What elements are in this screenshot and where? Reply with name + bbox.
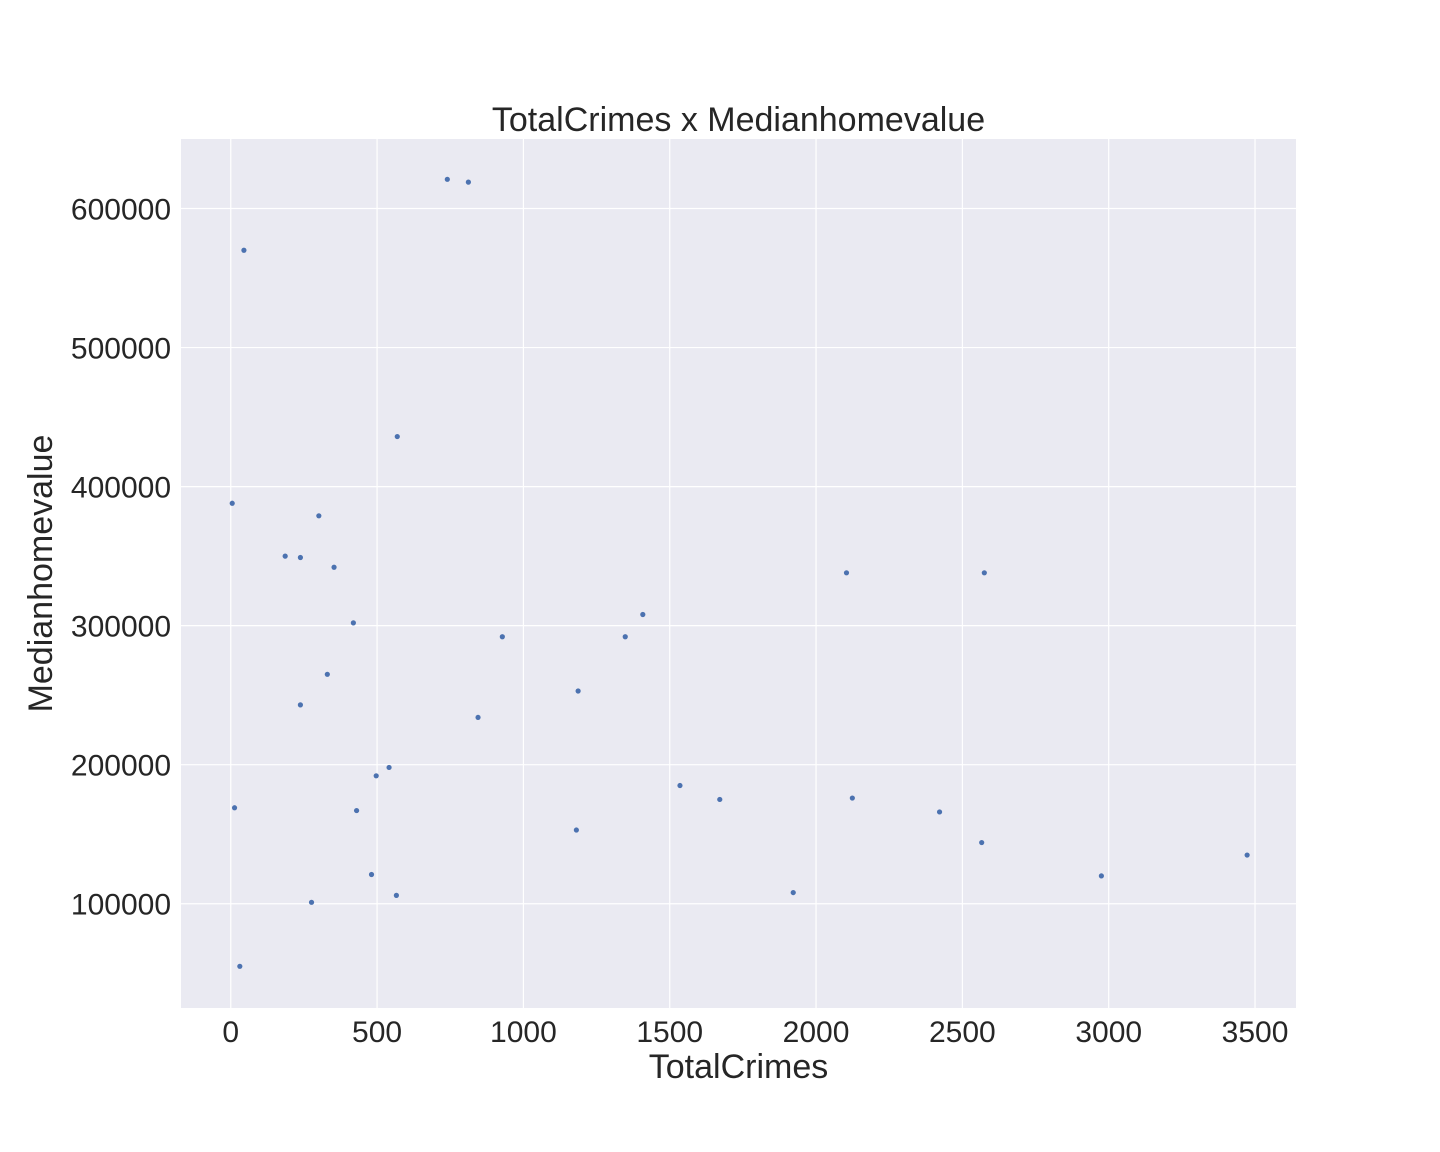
y-tick-label: 600000 <box>71 194 171 227</box>
x-tick-label: 1000 <box>490 1016 557 1049</box>
data-point <box>843 570 850 576</box>
data-point <box>717 796 723 803</box>
data-point <box>622 634 628 640</box>
x-tick-labels: 0 500 1000 1500 2000 2500 3000 3500 <box>222 1016 1288 1049</box>
data-point <box>297 554 304 561</box>
data-point <box>936 809 943 815</box>
data-point <box>444 176 450 182</box>
data-point <box>1098 873 1104 879</box>
x-tick-label: 500 <box>352 1016 402 1049</box>
data-point <box>640 611 646 618</box>
data-point <box>308 899 315 905</box>
data-points <box>229 176 1250 969</box>
grid-lines <box>181 139 1296 1008</box>
data-point <box>229 500 235 506</box>
y-tick-label: 100000 <box>71 889 171 922</box>
data-point <box>282 553 288 559</box>
data-point <box>499 634 505 640</box>
x-tick-label: 1500 <box>636 1016 703 1049</box>
data-point <box>849 795 855 801</box>
data-point <box>465 179 471 185</box>
plot-area <box>181 139 1296 1008</box>
data-point <box>790 889 796 896</box>
data-point <box>394 433 400 440</box>
y-tick-labels: 100000 200000 300000 400000 500000 600000 <box>71 194 171 922</box>
data-point <box>331 564 337 570</box>
data-point <box>353 807 360 814</box>
data-point <box>386 764 392 771</box>
x-tick-label: 0 <box>222 1016 239 1049</box>
data-point <box>373 773 379 779</box>
data-point <box>573 827 579 833</box>
y-tick-label: 300000 <box>71 611 171 644</box>
data-point <box>677 782 683 789</box>
x-tick-label: 3500 <box>1222 1016 1289 1049</box>
x-tick-label: 3000 <box>1075 1016 1142 1049</box>
data-point <box>297 702 304 708</box>
data-point <box>350 620 356 626</box>
data-point <box>237 963 243 969</box>
data-point <box>316 513 322 519</box>
chart-title: TotalCrimes x Medianhomevalue <box>492 101 985 139</box>
data-point <box>231 805 238 811</box>
y-tick-label: 500000 <box>71 333 171 366</box>
x-axis-label: TotalCrimes <box>649 1048 828 1086</box>
data-point <box>368 871 375 878</box>
x-tick-label: 2500 <box>929 1016 996 1049</box>
data-point <box>1244 852 1250 858</box>
data-point <box>393 892 399 898</box>
data-point <box>324 671 330 677</box>
x-tick-label: 2000 <box>783 1016 850 1049</box>
data-point <box>981 570 987 576</box>
y-tick-label: 200000 <box>71 750 171 783</box>
y-tick-label: 400000 <box>71 472 171 505</box>
data-point <box>241 247 247 253</box>
data-point <box>475 714 481 721</box>
data-point <box>575 688 581 694</box>
data-point <box>979 839 985 846</box>
y-axis-label: Medianhomevalue <box>22 435 60 713</box>
